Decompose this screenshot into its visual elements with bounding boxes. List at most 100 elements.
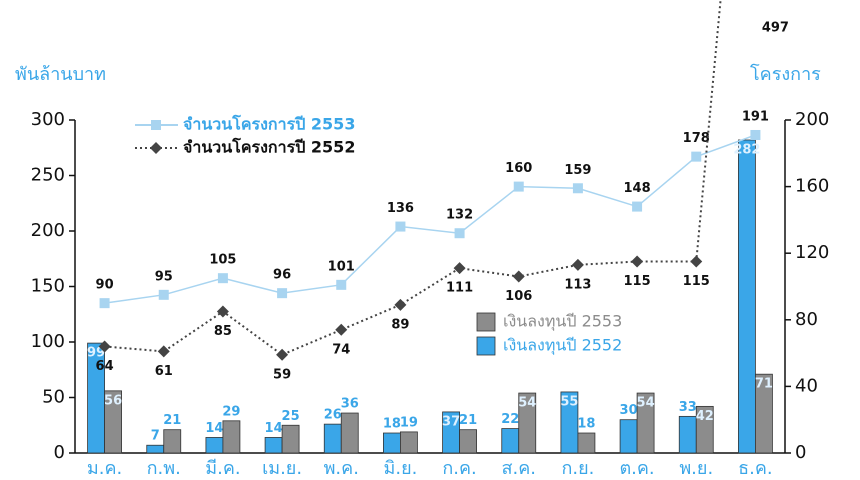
x-tick-label: มิ.ย. bbox=[383, 458, 417, 479]
bar-value-label: 54 bbox=[637, 396, 655, 411]
marker bbox=[571, 258, 584, 271]
y2-tick-label: 120 bbox=[795, 242, 829, 263]
y-tick-label: 0 bbox=[54, 442, 65, 463]
line-value-label: 96 bbox=[273, 268, 291, 283]
bar bbox=[104, 390, 122, 454]
x-tick-label: พ.ค. bbox=[324, 458, 359, 479]
bar-value-label: 18 bbox=[383, 417, 401, 432]
bar bbox=[518, 392, 537, 454]
marker bbox=[158, 289, 169, 300]
bar bbox=[636, 392, 655, 454]
bar bbox=[695, 405, 714, 454]
bar-value-label: 29 bbox=[222, 404, 240, 419]
line-value-label: 115 bbox=[624, 274, 651, 289]
bar-value-label: 25 bbox=[282, 409, 300, 424]
y-tick-label: 100 bbox=[31, 331, 65, 352]
line-value-label: 105 bbox=[209, 253, 236, 268]
marker bbox=[572, 183, 583, 194]
bar bbox=[459, 429, 477, 454]
y2-tick-label: 160 bbox=[795, 176, 829, 197]
bar-value-label: 19 bbox=[400, 415, 418, 430]
x-tick-label: ธ.ค. bbox=[738, 458, 772, 479]
line-value-label: 90 bbox=[96, 278, 114, 293]
line-value-label: 148 bbox=[624, 181, 651, 196]
marker bbox=[99, 298, 110, 309]
bar-value-label: 26 bbox=[324, 408, 342, 423]
marker bbox=[631, 255, 644, 268]
x-tick-label: ก.ย. bbox=[561, 458, 594, 479]
bar bbox=[340, 412, 359, 454]
marker bbox=[750, 129, 761, 140]
bar-value-label: 14 bbox=[265, 421, 283, 436]
marker bbox=[157, 345, 170, 358]
bar-value-label: 18 bbox=[577, 417, 595, 432]
bar bbox=[400, 431, 418, 454]
marker bbox=[216, 305, 229, 318]
bar bbox=[281, 424, 300, 454]
legend-label: เงินลงทุนปี 2552 bbox=[503, 336, 622, 356]
bar-value-label: 37 bbox=[442, 414, 460, 429]
line-value-label: 178 bbox=[683, 131, 710, 146]
y2-tick-label: 0 bbox=[795, 442, 806, 463]
y2-axis-title: โครงการ bbox=[750, 63, 821, 85]
line-value-label: 89 bbox=[391, 317, 409, 332]
line-value-label: 64 bbox=[96, 359, 114, 374]
bar bbox=[222, 420, 241, 454]
bar bbox=[264, 437, 283, 454]
marker bbox=[394, 298, 407, 311]
line-value-label: 191 bbox=[742, 109, 769, 124]
bar-value-label: 56 bbox=[104, 393, 122, 408]
line-value-label: 85 bbox=[214, 324, 232, 339]
y-tick-label: 250 bbox=[31, 165, 65, 186]
marker bbox=[336, 279, 347, 290]
line-value-label: 160 bbox=[505, 161, 532, 176]
y-tick-label: 150 bbox=[31, 276, 65, 297]
bar-value-label: 21 bbox=[163, 413, 181, 428]
bar bbox=[163, 429, 182, 454]
marker bbox=[453, 262, 466, 275]
marker bbox=[98, 340, 111, 353]
y-axis-title: พันล้านบาท bbox=[15, 64, 106, 85]
bar-value-label: 7 bbox=[151, 429, 160, 444]
bar bbox=[383, 432, 401, 454]
marker bbox=[335, 323, 348, 336]
bar-value-label: 30 bbox=[620, 403, 638, 418]
marker bbox=[512, 270, 525, 283]
line-value-label: 106 bbox=[505, 289, 532, 304]
bar bbox=[501, 428, 520, 454]
bar-value-label: 282 bbox=[733, 142, 760, 157]
line-value-label: 115 bbox=[683, 274, 710, 289]
bar-value-label: 21 bbox=[459, 413, 477, 428]
marker bbox=[691, 151, 702, 162]
line-value-label: 59 bbox=[273, 367, 291, 382]
bar bbox=[577, 432, 596, 454]
y2-tick-label: 80 bbox=[795, 309, 818, 330]
legend-swatch bbox=[476, 312, 496, 332]
line-value-label: 74 bbox=[332, 342, 350, 357]
bar bbox=[560, 391, 579, 454]
line bbox=[104, 0, 722, 356]
y2-tick-label: 200 bbox=[795, 109, 829, 130]
y-tick-label: 200 bbox=[31, 220, 65, 241]
bar-value-label: 22 bbox=[501, 412, 519, 427]
legend-swatch bbox=[476, 336, 496, 356]
marker bbox=[217, 273, 228, 284]
legend-marker bbox=[150, 142, 162, 154]
x-tick-label: ก.พ. bbox=[147, 458, 181, 479]
bar-value-label: 54 bbox=[518, 396, 536, 411]
bar bbox=[205, 437, 224, 454]
line-value-label: 132 bbox=[446, 208, 473, 223]
line-value-label: 136 bbox=[387, 201, 414, 216]
bar-value-label: 42 bbox=[696, 409, 714, 424]
marker bbox=[395, 221, 406, 232]
marker bbox=[276, 348, 289, 361]
bar bbox=[619, 419, 638, 454]
bar-value-label: 55 bbox=[560, 394, 578, 409]
y-tick-label: 50 bbox=[42, 387, 65, 408]
x-tick-label: พ.ย. bbox=[679, 458, 713, 479]
marker bbox=[454, 228, 465, 239]
bar-value-label: 14 bbox=[205, 421, 223, 436]
bar-value-label: 33 bbox=[679, 400, 697, 415]
x-tick-label: ก.ค. bbox=[442, 458, 476, 479]
